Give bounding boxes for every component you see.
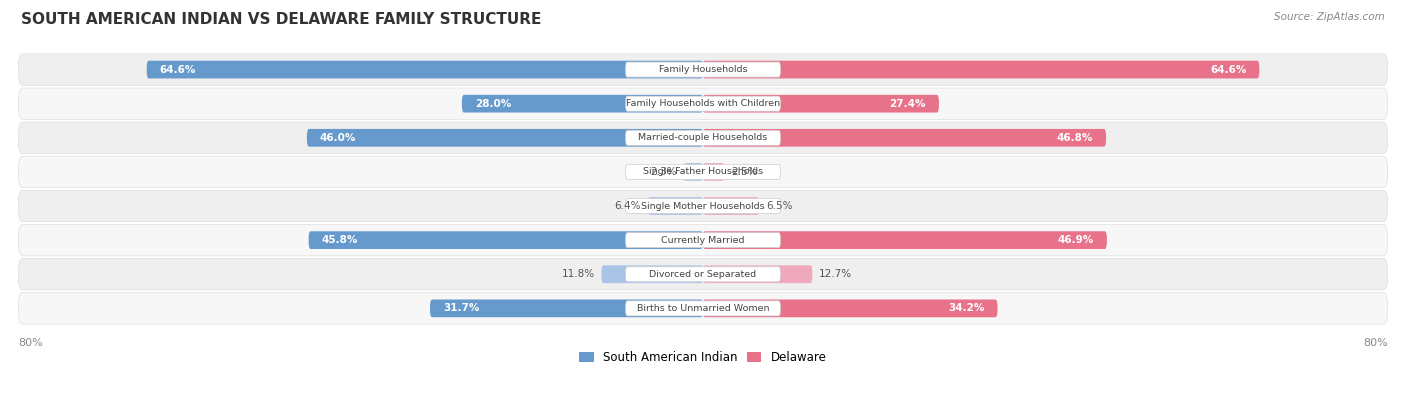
Text: Married-couple Households: Married-couple Households [638, 133, 768, 142]
FancyBboxPatch shape [683, 163, 703, 181]
FancyBboxPatch shape [626, 164, 780, 179]
Text: 11.8%: 11.8% [561, 269, 595, 279]
FancyBboxPatch shape [602, 265, 703, 283]
Text: 46.8%: 46.8% [1057, 133, 1092, 143]
FancyBboxPatch shape [461, 95, 703, 113]
Text: 27.4%: 27.4% [890, 99, 927, 109]
FancyBboxPatch shape [626, 199, 780, 214]
FancyBboxPatch shape [703, 231, 1107, 249]
FancyBboxPatch shape [703, 163, 724, 181]
Text: 46.9%: 46.9% [1057, 235, 1094, 245]
FancyBboxPatch shape [308, 231, 703, 249]
FancyBboxPatch shape [703, 129, 1107, 147]
FancyBboxPatch shape [146, 61, 703, 79]
FancyBboxPatch shape [626, 130, 780, 145]
Legend: South American Indian, Delaware: South American Indian, Delaware [575, 346, 831, 369]
FancyBboxPatch shape [703, 61, 1260, 79]
FancyBboxPatch shape [626, 301, 780, 316]
Text: Single Mother Households: Single Mother Households [641, 201, 765, 211]
Text: 6.4%: 6.4% [614, 201, 641, 211]
FancyBboxPatch shape [626, 62, 780, 77]
FancyBboxPatch shape [18, 88, 1388, 119]
Text: Single Father Households: Single Father Households [643, 167, 763, 177]
Text: 31.7%: 31.7% [443, 303, 479, 313]
Text: 45.8%: 45.8% [322, 235, 359, 245]
FancyBboxPatch shape [626, 267, 780, 282]
FancyBboxPatch shape [703, 265, 813, 283]
Text: 80%: 80% [1362, 338, 1388, 348]
Text: Divorced or Separated: Divorced or Separated [650, 270, 756, 279]
Text: 28.0%: 28.0% [475, 99, 510, 109]
Text: Births to Unmarried Women: Births to Unmarried Women [637, 304, 769, 313]
FancyBboxPatch shape [18, 156, 1388, 188]
Text: 46.0%: 46.0% [319, 133, 356, 143]
FancyBboxPatch shape [626, 96, 780, 111]
FancyBboxPatch shape [648, 197, 703, 215]
Text: Family Households with Children: Family Households with Children [626, 99, 780, 108]
FancyBboxPatch shape [626, 233, 780, 248]
Text: 2.3%: 2.3% [650, 167, 676, 177]
Text: SOUTH AMERICAN INDIAN VS DELAWARE FAMILY STRUCTURE: SOUTH AMERICAN INDIAN VS DELAWARE FAMILY… [21, 12, 541, 27]
FancyBboxPatch shape [18, 259, 1388, 290]
Text: Source: ZipAtlas.com: Source: ZipAtlas.com [1274, 12, 1385, 22]
Text: 80%: 80% [18, 338, 44, 348]
Text: 2.5%: 2.5% [731, 167, 758, 177]
FancyBboxPatch shape [307, 129, 703, 147]
FancyBboxPatch shape [703, 95, 939, 113]
FancyBboxPatch shape [703, 299, 997, 317]
Text: 6.5%: 6.5% [766, 201, 793, 211]
FancyBboxPatch shape [18, 224, 1388, 256]
FancyBboxPatch shape [18, 122, 1388, 154]
FancyBboxPatch shape [703, 197, 759, 215]
FancyBboxPatch shape [430, 299, 703, 317]
FancyBboxPatch shape [18, 190, 1388, 222]
Text: 34.2%: 34.2% [948, 303, 984, 313]
Text: 64.6%: 64.6% [1211, 64, 1246, 75]
Text: Family Households: Family Households [659, 65, 747, 74]
FancyBboxPatch shape [18, 293, 1388, 324]
Text: 64.6%: 64.6% [160, 64, 195, 75]
FancyBboxPatch shape [18, 54, 1388, 85]
Text: Currently Married: Currently Married [661, 236, 745, 245]
Text: 12.7%: 12.7% [820, 269, 852, 279]
